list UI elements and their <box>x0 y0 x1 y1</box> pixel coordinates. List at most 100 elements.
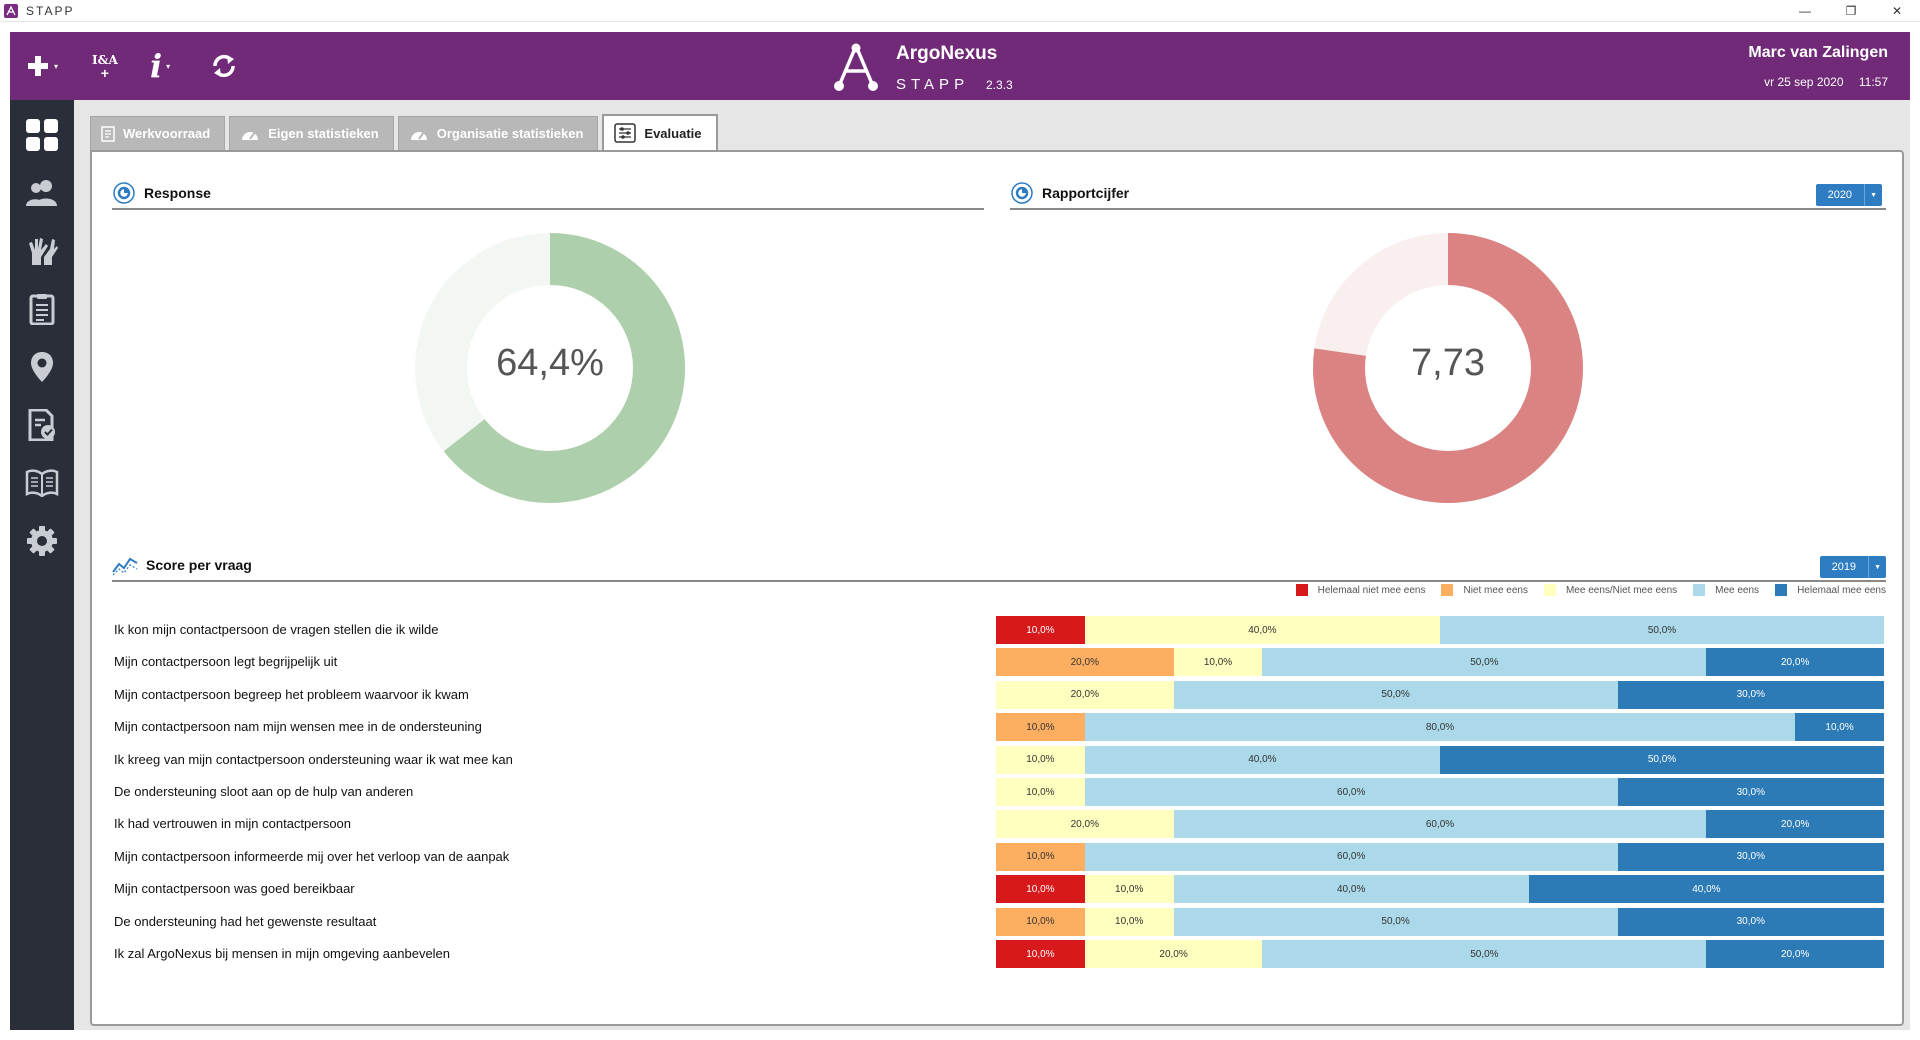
rapport-value: 7,73 <box>1411 342 1485 384</box>
bar-segment[interactable]: 10,0% <box>996 842 1085 871</box>
rapport-year-select[interactable]: 2020 ▼ <box>1815 184 1882 206</box>
legend-item: Mee eens/Niet mee eens <box>1543 584 1677 596</box>
sliders-icon <box>614 123 637 143</box>
app-header: ▾ I&A + i ▾ ArgoNexus STAPP 2.3.3 Marc v… <box>10 32 1910 100</box>
score-legend: Helemaal niet mee eens Niet mee eens Mee… <box>1280 584 1886 596</box>
bar-segment[interactable]: 10,0% <box>1173 648 1263 677</box>
sidebar-item-dashboard[interactable] <box>10 106 74 164</box>
book-icon <box>25 469 59 497</box>
question-row: Ik had vertrouwen in mijn contactpersoon… <box>114 810 1884 839</box>
restore-button[interactable]: ❐ <box>1845 4 1857 18</box>
info-menu-button[interactable]: i ▾ <box>150 32 170 100</box>
add-menu-button[interactable]: ▾ <box>26 32 58 100</box>
close-button[interactable]: ✕ <box>1891 4 1903 18</box>
bar-segment[interactable]: 10,0% <box>1084 875 1174 904</box>
sidebar-item-settings[interactable] <box>10 512 74 570</box>
sidebar-item-manual[interactable] <box>10 454 74 512</box>
legend-label: Mee eens <box>1715 584 1760 596</box>
stacked-bar: 10,0% 10,0% 50,0% 30,0% <box>996 907 1884 936</box>
bar-segment[interactable]: 30,0% <box>1617 778 1884 806</box>
bar-segment[interactable]: 10,0% <box>996 778 1085 806</box>
bar-segment[interactable]: 20,0% <box>996 810 1174 839</box>
date-label: vr 25 sep 2020 <box>1764 75 1844 89</box>
bar-segment[interactable]: 10,0% <box>996 875 1085 904</box>
bar-segment[interactable]: 40,0% <box>1528 875 1884 904</box>
stacked-bar: 20,0% 60,0% 20,0% <box>996 810 1884 839</box>
bar-segment[interactable]: 10,0% <box>1795 713 1884 742</box>
sidebar-item-reports[interactable] <box>10 280 74 338</box>
bar-segment[interactable]: 20,0% <box>996 648 1174 677</box>
bar-segment[interactable]: 20,0% <box>996 680 1174 709</box>
question-label: De ondersteuning had het gewenste result… <box>114 913 377 929</box>
bar-segment[interactable]: 10,0% <box>996 745 1085 774</box>
bar-segment[interactable]: 60,0% <box>1173 810 1707 839</box>
question-row: Ik kon mijn contactpersoon de vragen ste… <box>114 616 1884 644</box>
dashboard-icon <box>26 119 58 151</box>
sidebar-item-participation[interactable] <box>10 222 74 280</box>
pie-chart-icon <box>113 182 135 204</box>
gear-icon <box>27 526 57 556</box>
line-chart-icon <box>112 557 138 576</box>
bar-segment[interactable]: 30,0% <box>1617 842 1884 871</box>
bar-segment[interactable]: 50,0% <box>1440 616 1884 644</box>
bar-segment[interactable]: 50,0% <box>1173 680 1618 709</box>
bar-segment[interactable]: 50,0% <box>1262 940 1707 968</box>
question-row: Mijn contactpersoon was goed bereikbaar 1… <box>114 875 1884 904</box>
bar-segment[interactable]: 10,0% <box>996 940 1085 968</box>
bar-segment[interactable]: 10,0% <box>1084 907 1174 936</box>
tab-bar: Werkvoorraad Eigen statistieken Organisa… <box>90 114 722 150</box>
question-label: Ik had vertrouwen in mijn contactpersoon <box>114 816 352 832</box>
bar-segment[interactable]: 20,0% <box>1706 940 1884 968</box>
legend-label: Helemaal mee eens <box>1797 584 1886 596</box>
legend-swatch <box>1295 584 1308 596</box>
tab-werkvoorraad[interactable]: Werkvoorraad <box>90 116 226 150</box>
bar-segment[interactable]: 40,0% <box>1084 616 1440 644</box>
pie-chart-icon <box>1011 182 1033 204</box>
document-check-icon <box>28 409 55 441</box>
bar-segment[interactable]: 10,0% <box>996 907 1085 936</box>
bar-segment[interactable]: 10,0% <box>996 616 1085 644</box>
list-icon <box>101 125 115 142</box>
question-label: Ik zal ArgoNexus bij mensen in mijn omge… <box>114 946 451 961</box>
bar-segment[interactable]: 30,0% <box>1617 907 1884 936</box>
bar-segment[interactable]: 50,0% <box>1440 745 1884 774</box>
stacked-bar: 10,0% 60,0% 30,0% <box>996 842 1884 871</box>
bar-segment[interactable]: 80,0% <box>1084 713 1796 742</box>
bar-segment[interactable]: 10,0% <box>996 713 1085 742</box>
score-year-value: 2019 <box>1831 561 1857 573</box>
question-label: Ik kon mijn contactpersoon de vragen ste… <box>114 622 439 637</box>
tab-eigen-statistieken[interactable]: Eigen statistieken <box>229 116 394 150</box>
bar-segment[interactable]: 20,0% <box>1706 810 1884 839</box>
sidebar-item-clients[interactable] <box>10 164 74 222</box>
stacked-bar: 10,0% 40,0% 50,0% <box>996 745 1884 774</box>
bar-segment[interactable]: 40,0% <box>1173 875 1529 904</box>
tab-evaluatie[interactable]: Evaluatie <box>602 114 718 150</box>
tab-organisatie-statistieken[interactable]: Organisatie statistieken <box>397 116 599 150</box>
time-label: 11:57 <box>1858 75 1888 89</box>
response-value: 64,4% <box>496 342 604 384</box>
refresh-button[interactable] <box>210 32 238 100</box>
rapportcijfer-title: Rapportcijfer <box>1042 185 1130 201</box>
legend-label: Helemaal niet mee eens <box>1317 584 1426 596</box>
bar-segment[interactable]: 60,0% <box>1084 842 1618 871</box>
bar-segment[interactable]: 60,0% <box>1084 778 1618 806</box>
question-label: De ondersteuning sloot aan op de hulp va… <box>114 784 414 799</box>
ia-add-button[interactable]: I&A + <box>92 32 118 100</box>
bar-segment[interactable]: 30,0% <box>1617 680 1884 709</box>
date-time: vr 25 sep 2020 11:57 <box>1764 75 1888 89</box>
bar-segment[interactable]: 50,0% <box>1173 907 1618 936</box>
sidebar-item-evaluation-docs[interactable] <box>10 396 74 454</box>
bar-segment[interactable]: 40,0% <box>1084 745 1440 774</box>
minimize-button[interactable]: — <box>1799 4 1811 18</box>
question-label: Mijn contactpersoon nam mijn wensen mee … <box>114 719 482 735</box>
bar-segment[interactable]: 20,0% <box>1706 648 1884 677</box>
plus-icon <box>28 56 48 76</box>
rapport-donut-value <box>1313 233 1583 503</box>
legend-item: Niet mee eens <box>1441 584 1528 596</box>
score-year-select[interactable]: 2019 ▼ <box>1819 556 1886 578</box>
bar-segment[interactable]: 20,0% <box>1084 940 1263 968</box>
raised-hands-icon <box>29 238 58 265</box>
sidebar-item-locations[interactable] <box>10 338 74 396</box>
refresh-icon <box>213 54 235 78</box>
bar-segment[interactable]: 50,0% <box>1262 648 1707 677</box>
